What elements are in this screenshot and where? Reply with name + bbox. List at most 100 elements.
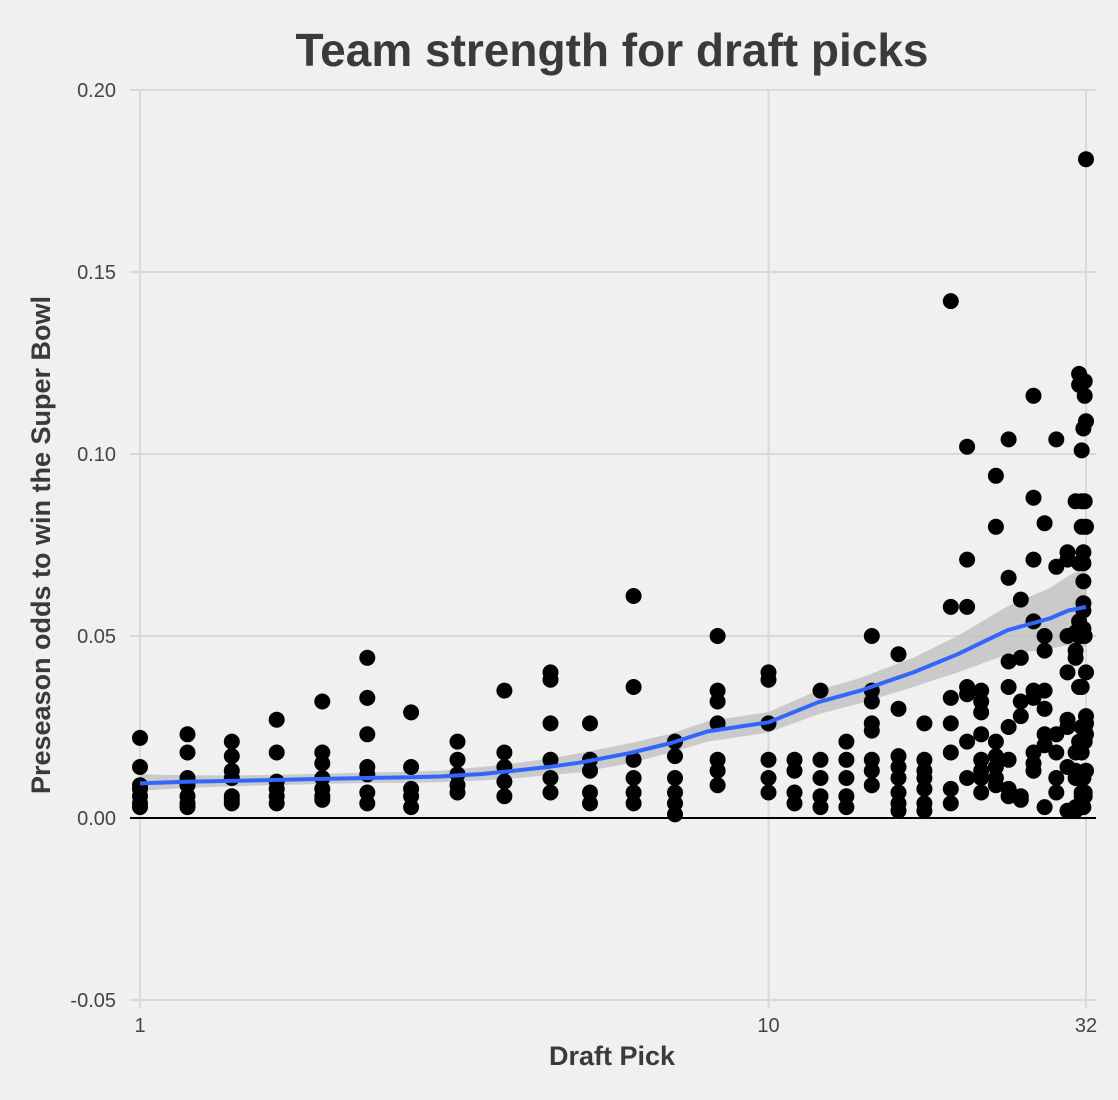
data-point: [959, 686, 976, 703]
data-point: [1059, 664, 1076, 681]
data-point: [812, 751, 829, 768]
y-tick-label: 0.20: [77, 80, 116, 102]
data-point: [314, 791, 331, 808]
data-point: [1036, 628, 1053, 644]
data-point: [1036, 737, 1053, 754]
data-point: [959, 598, 976, 615]
data-point: [942, 780, 959, 797]
data-point: [987, 733, 1004, 750]
data-point: [1025, 489, 1042, 506]
data-point: [1075, 555, 1092, 572]
data-point: [179, 726, 196, 743]
data-point: [1000, 569, 1017, 586]
data-point: [890, 646, 907, 663]
y-tick-label: 0.15: [77, 262, 116, 284]
data-point: [132, 729, 148, 746]
y-axis-label: Preseason odds to win the Super Bowl: [26, 296, 56, 794]
data-point: [1048, 431, 1065, 448]
data-point: [959, 770, 976, 786]
data-point: [268, 711, 285, 728]
data-point: [1078, 664, 1094, 681]
data-point: [959, 733, 976, 750]
data-point: [1076, 493, 1093, 510]
data-point: [403, 759, 420, 775]
data-point: [1059, 719, 1076, 735]
data-point: [942, 744, 959, 761]
data-point: [1073, 679, 1090, 695]
data-point: [223, 733, 240, 750]
tick-labels: -0.05 0.00 0.05 0.10 0.15 0.20 1 10 32: [70, 80, 1097, 1037]
data-point: [1078, 518, 1094, 535]
data-point: [916, 715, 933, 732]
data-point: [625, 751, 642, 768]
data-point: [542, 671, 559, 688]
data-point: [1012, 791, 1029, 808]
data-point: [496, 773, 513, 790]
data-point: [359, 795, 376, 812]
data-point: [863, 722, 880, 739]
data-point: [1076, 788, 1093, 805]
data-point: [973, 704, 990, 721]
data-point: [359, 649, 376, 666]
smooth-line: [139, 604, 1087, 786]
data-point: [582, 762, 598, 779]
data-point: [1000, 431, 1017, 448]
data-point: [1073, 442, 1090, 459]
data-point: [449, 751, 466, 768]
data-point: [1025, 387, 1042, 404]
data-point: [1036, 682, 1053, 699]
data-point: [1036, 515, 1053, 532]
data-point: [760, 770, 777, 786]
data-point: [1036, 799, 1053, 816]
data-point: [942, 689, 959, 706]
data-point: [449, 784, 466, 801]
data-point: [496, 788, 513, 805]
data-point: [542, 715, 559, 732]
data-point: [786, 795, 803, 812]
data-point: [1075, 573, 1092, 590]
data-point: [709, 762, 726, 779]
data-point: [942, 293, 959, 310]
data-point: [449, 733, 466, 750]
data-point: [359, 726, 376, 743]
data-point: [625, 679, 642, 695]
data-point: [1000, 788, 1017, 805]
data-point: [1078, 151, 1094, 168]
data-point: [179, 799, 196, 816]
data-point: [1078, 726, 1094, 743]
data-point: [625, 795, 642, 812]
data-point: [223, 795, 240, 812]
data-point: [863, 777, 880, 794]
data-point: [1000, 653, 1017, 670]
data-point: [1067, 649, 1084, 666]
data-point: [1012, 708, 1029, 725]
data-point: [582, 795, 598, 812]
data-point: [268, 744, 285, 761]
y-tick-label: 0.10: [77, 444, 116, 466]
data-point: [942, 795, 959, 812]
data-point: [760, 671, 777, 688]
data-point: [1078, 762, 1094, 779]
data-point: [890, 802, 907, 819]
data-point: [838, 770, 855, 786]
data-point: [812, 799, 829, 816]
x-tick-label: 1: [134, 1015, 145, 1037]
data-point: [314, 755, 331, 772]
data-point: [1036, 700, 1053, 717]
data-point: [1000, 679, 1017, 695]
data-point: [916, 780, 933, 797]
data-point: [542, 751, 559, 768]
data-point: [223, 770, 240, 786]
data-point: [942, 715, 959, 732]
data-point: [973, 726, 990, 743]
y-tick-label: 0.00: [77, 808, 116, 830]
data-point: [403, 799, 420, 816]
data-point: [812, 682, 829, 699]
data-point: [1025, 762, 1042, 779]
data-point: [709, 693, 726, 710]
data-point: [1048, 770, 1065, 786]
data-point: [667, 770, 683, 786]
data-point: [1025, 551, 1042, 568]
